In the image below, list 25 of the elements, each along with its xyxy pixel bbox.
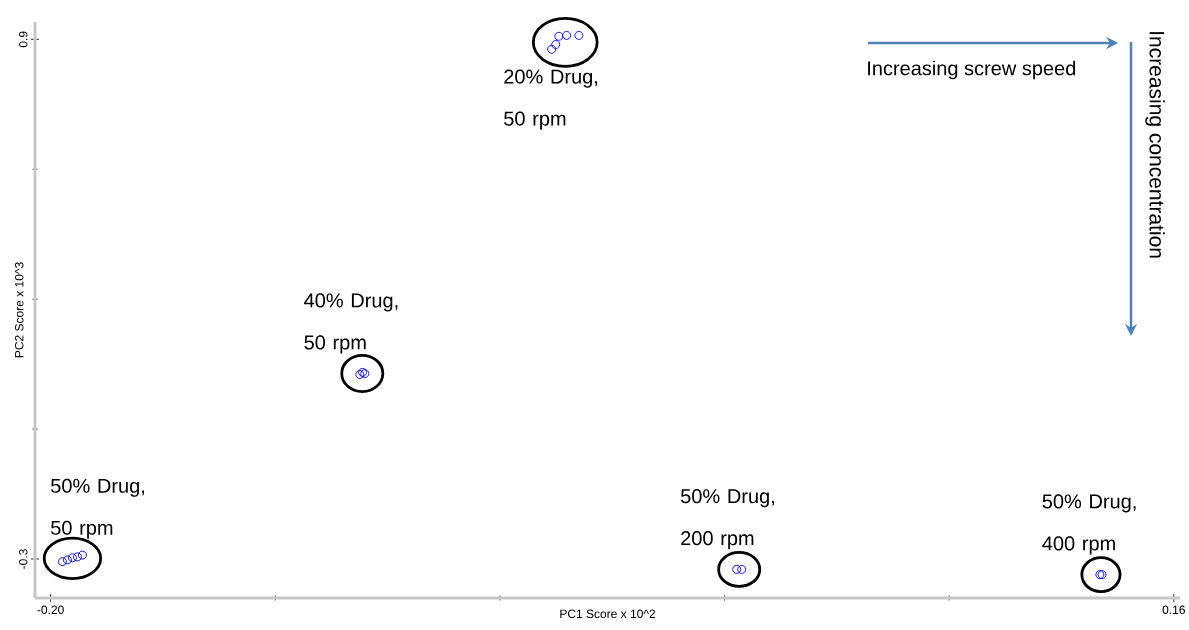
- point: [732, 564, 742, 574]
- point: [554, 31, 564, 41]
- point: [67, 553, 77, 563]
- y-tick-label: -0.3: [18, 549, 28, 569]
- point: [72, 552, 82, 562]
- x-tick-label: -0.20: [37, 605, 64, 615]
- annotation: 50% Drug, 200 rpm: [680, 489, 774, 550]
- point: [574, 30, 584, 40]
- point: [562, 30, 572, 40]
- point: [63, 555, 72, 565]
- y-axis-title: PC2 Score x 10^3: [14, 262, 24, 358]
- annotation: 40% Drug, 50 rpm: [304, 293, 398, 354]
- point: [77, 550, 87, 560]
- point: [551, 40, 561, 49]
- x-axis-title: PC1 Score x 10^2: [560, 609, 656, 619]
- annotation: 20% Drug, 50 rpm: [504, 69, 598, 130]
- point: [737, 564, 747, 574]
- point: [547, 44, 557, 54]
- point: [58, 557, 67, 567]
- annotation: 50% Drug, 50 rpm: [51, 478, 145, 539]
- x-tick-label: 0.16: [1162, 605, 1185, 615]
- annotation: 50% Drug, 400 rpm: [1042, 494, 1136, 555]
- annotation: Increasing concentration: [1145, 32, 1165, 258]
- y-tick-label: 0.9: [18, 31, 28, 48]
- annotation: Increasing screw speed: [868, 60, 1076, 80]
